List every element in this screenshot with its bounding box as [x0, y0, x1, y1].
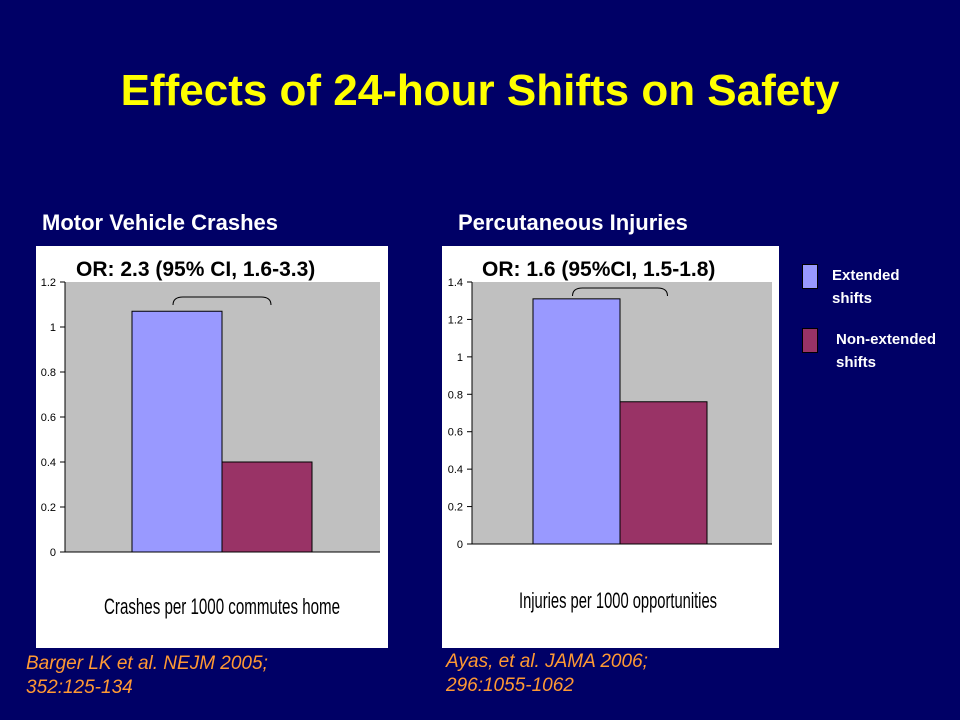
chart-1-panel: 0 0.2 0.4 0.6 0.8 1 1.2 Crashes per 1000 commut…: [36, 246, 388, 648]
chart-2-y-tick-label: 0: [457, 539, 463, 551]
chart-2-y-tick-label: 0.2: [448, 502, 463, 514]
chart-1-citation-line-1: Barger LK et al. NEJM 2005;: [26, 653, 268, 674]
chart-1-bar-nonextended: [221, 461, 313, 553]
chart-1-subtitle: Motor Vehicle Crashes: [42, 210, 278, 235]
chart-1-y-tick-label: 0: [50, 547, 56, 559]
chart-2-y-tick-label: 1.4: [448, 277, 463, 289]
chart-1-y-tick-label: 0.2: [41, 502, 56, 514]
chart-1-bar-extended: [131, 310, 223, 553]
chart-2-bar-nonextended: [619, 401, 708, 545]
chart-2-comparison-bracket: [572, 287, 668, 297]
chart-1-y-tick-label: 1.2: [41, 277, 56, 289]
chart-2-citation-line-1: Ayas, et al. JAMA 2006;: [446, 651, 648, 672]
chart-1-y-tick-label: 0.4: [41, 457, 56, 469]
chart-2-y-tick-label: 0.8: [448, 389, 463, 401]
chart-2-y-tick-label: 0.4: [448, 464, 463, 476]
chart-1-comparison-bracket: [172, 296, 272, 306]
chart-2-bar-extended: [532, 298, 621, 545]
chart-2-panel: 0 0.2 0.4 0.6 0.8 1 1.2 1.4 Injuries per 1000 op…: [442, 246, 779, 648]
chart-2-y-tick-label: 1.2: [448, 314, 463, 326]
chart-2-subtitle: Percutaneous Injuries: [458, 210, 688, 235]
chart-2-odds-ratio: OR: 1.6 (95%CI, 1.5-1.8): [482, 258, 716, 281]
chart-2-y-tick-label: 0.6: [448, 427, 463, 439]
legend-label-nonextended: Non-extended shifts: [836, 331, 937, 371]
chart-1-citation: Barger LK et al. NEJM 2005; 352:125-134: [26, 652, 268, 700]
chart-1-x-axis-label: Crashes per 1000 commutes home: [104, 594, 340, 619]
chart-1-citation-line-2: 352:125-134: [26, 677, 133, 698]
chart-1-svg: 0 0.2 0.4 0.6 0.8 1 1.2 Crashes per 1000 commut…: [41, 277, 380, 619]
chart-2-x-axis-label: Injuries per 1000 opportunities: [519, 588, 717, 613]
chart-1-y-tick-label: 0.6: [41, 412, 56, 424]
chart-2-svg: 0 0.2 0.4 0.6 0.8 1 1.2 1.4 Injuries per 1000 op…: [448, 277, 772, 613]
slide-title: Effects of 24-hour Shifts on Safety: [120, 66, 840, 115]
chart-1-odds-ratio: OR: 2.3 (95% CI, 1.6-3.3): [76, 258, 316, 281]
chart-1-y-tick-label: 0.8: [41, 367, 56, 379]
legend-swatch-nonextended: [802, 328, 818, 353]
chart-2-citation: Ayas, et al. JAMA 2006; 296:1055-1062: [446, 650, 648, 698]
legend-swatch-extended: [802, 264, 818, 289]
chart-1-y-tick-label: 1: [50, 322, 56, 334]
chart-2-citation-line-2: 296:1055-1062: [446, 675, 574, 696]
legend-label-extended: Extended shifts: [832, 267, 900, 307]
chart-2-y-tick-label: 1: [457, 352, 463, 364]
